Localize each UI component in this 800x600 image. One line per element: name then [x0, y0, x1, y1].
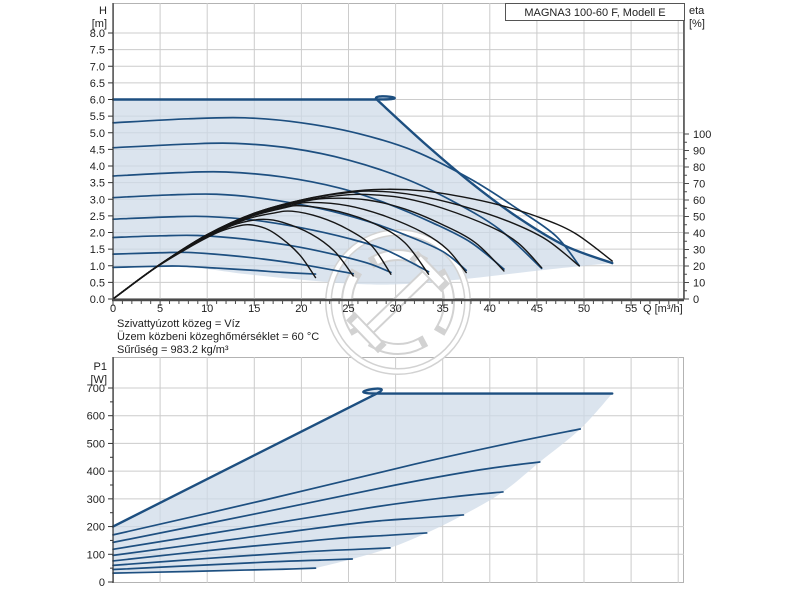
- x-tick-label: 5: [157, 303, 163, 315]
- x-tick-label: 20: [295, 303, 307, 315]
- x-tick-label: 0: [110, 303, 116, 315]
- watermark-ring-core: [326, 230, 470, 374]
- head-curve-speed-4: [112, 215, 430, 273]
- eta-tick-label: 40: [693, 228, 705, 240]
- power-curve-power-max: [111, 387, 614, 528]
- p-tick-label: 400: [87, 466, 105, 478]
- note-medium: Szivattyúzott közeg = Víz: [117, 318, 240, 330]
- eta-axis-unit-symbol: eta: [689, 5, 705, 17]
- power-curve-power-8: [112, 428, 582, 536]
- power-curve-power-3: [112, 547, 391, 567]
- note-temperature: Üzem közbeni közeghőmérséklet = 60 °C: [117, 331, 319, 343]
- power-curve-power-7: [112, 461, 541, 544]
- p-tick-label: 0: [99, 577, 105, 589]
- p-tick-label: 300: [87, 494, 105, 506]
- head-curve-speed-2: [112, 251, 355, 275]
- axes-layer: 0.0 0.5 1.0 1.5 2.0 2.5 3.0 3.5 4.0 4.5 5.0 5.5 6.0 6…: [87, 3, 711, 589]
- y-tick-label: 3.5: [90, 178, 105, 190]
- power-curve-power-4: [112, 532, 428, 562]
- eta-tick-label: 0: [693, 294, 699, 306]
- eta-tick-label: 70: [693, 179, 705, 191]
- p-tick-label: 100: [87, 549, 105, 561]
- y-tick-label: 4.0: [90, 161, 105, 173]
- head-curve-speed-min: [112, 265, 317, 275]
- eta-tick-label: 80: [693, 162, 705, 174]
- eta-tick-label: 90: [693, 146, 705, 158]
- x-tick-label: 50: [578, 303, 590, 315]
- y-tick-label: 7.5: [90, 45, 105, 57]
- efficiency-curve-eta-5: [112, 201, 467, 300]
- head-curve-speed-6: [112, 170, 505, 270]
- watermark-logo: [324, 229, 472, 375]
- eta-tick-label: 50: [693, 212, 705, 224]
- head-curve-speed-8: [112, 116, 581, 267]
- power-envelope-fill: [113, 388, 613, 574]
- eta-axis-unit: [%]: [689, 18, 705, 30]
- y-tick-label: 4.5: [90, 144, 105, 156]
- pump-model-title: MAGNA3 100-60 F, Modell E: [524, 7, 665, 19]
- note-density: Sűrűség = 983.2 kg/m³: [117, 344, 229, 356]
- x-tick-label: 40: [484, 303, 496, 315]
- p-tick-label: 700: [87, 383, 105, 395]
- power-curve-power-min: [112, 567, 317, 574]
- y-tick-label: 0.5: [90, 277, 105, 289]
- top-y-axis-unit: [m]: [92, 18, 107, 30]
- y-tick-label: 8.0: [90, 28, 105, 40]
- watermark-shaft-core: [363, 268, 433, 336]
- x-tick-label: 55: [625, 303, 637, 315]
- eta-tick-label: 30: [693, 245, 705, 257]
- x-tick-label: 10: [201, 303, 213, 315]
- y-tick-label: 3.0: [90, 194, 105, 206]
- y-tick-label: 6.0: [90, 95, 105, 107]
- y-tick-label: 1.0: [90, 261, 105, 273]
- power-curve-power-2: [112, 558, 354, 571]
- x-tick-label: 25: [342, 303, 354, 315]
- curves-layer: [111, 95, 614, 574]
- head-curve-speed-max: [111, 95, 614, 265]
- p-tick-label: 600: [87, 411, 105, 423]
- p-tick-label: 200: [87, 522, 105, 534]
- power-curve-power-5: [112, 514, 465, 557]
- top-y-axis-unit-symbol: H: [99, 5, 107, 17]
- p-tick-label: 500: [87, 438, 105, 450]
- y-tick-label: 1.5: [90, 244, 105, 256]
- head-curve-speed-7: [112, 142, 543, 270]
- y-tick-label: 5.0: [90, 128, 105, 140]
- head-curve-speed-5: [112, 193, 468, 272]
- eta-tick-label: 10: [693, 278, 705, 290]
- eta-tick-label: 60: [693, 195, 705, 207]
- watermark-cap-1-core: [351, 317, 382, 348]
- power-curve-power-6: [112, 491, 504, 551]
- y-tick-label: 5.5: [90, 111, 105, 123]
- x-tick-label: 30: [389, 303, 401, 315]
- bottom-y-axis-unit: [W]: [91, 374, 108, 386]
- x-tick-label: 15: [248, 303, 260, 315]
- eta-tick-label: 100: [693, 129, 711, 141]
- y-tick-label: 7.0: [90, 61, 105, 73]
- bottom-y-axis-unit-symbol: P1: [94, 361, 107, 373]
- y-tick-label: 6.5: [90, 78, 105, 90]
- efficiency-curve-eta-1: [112, 223, 317, 300]
- x-tick-label: 35: [437, 303, 449, 315]
- head-curve-speed-3: [112, 234, 392, 274]
- x-tick-label: 45: [531, 303, 543, 315]
- title-box: MAGNA3 100-60 F, Modell E: [505, 3, 685, 21]
- x-axis-unit: Q [m³/h]: [643, 303, 683, 315]
- eta-tick-label: 20: [693, 261, 705, 273]
- y-tick-label: 2.0: [90, 228, 105, 240]
- y-tick-label: 0.0: [90, 294, 105, 306]
- y-tick-label: 2.5: [90, 211, 105, 223]
